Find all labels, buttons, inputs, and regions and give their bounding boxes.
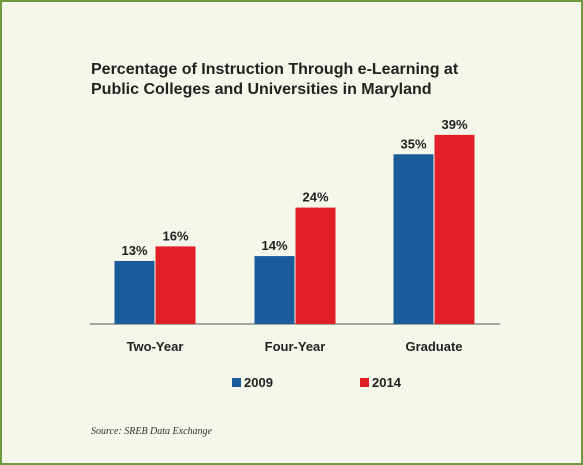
legend-label-2009: 2009 — [244, 375, 273, 390]
bar-graduate-2009 — [393, 154, 434, 324]
chart-title-line-1: Percentage of Instruction Through e-Lear… — [91, 61, 459, 78]
legend-label-2014: 2014 — [372, 375, 401, 390]
data-label-graduate-2014: 39% — [441, 117, 467, 132]
legend-item-2014: 2014 — [360, 375, 401, 390]
bar-four-year-2014 — [295, 207, 336, 324]
chart-title: Percentage of Instruction Through e-Lear… — [91, 60, 551, 100]
data-label-four-year-2009: 14% — [261, 238, 287, 253]
legend-swatch-2014 — [360, 378, 369, 387]
data-label-four-year-2014: 24% — [302, 190, 328, 205]
legend-item-2009: 2009 — [232, 375, 273, 390]
bar-graduate-2014 — [434, 134, 475, 324]
data-label-graduate-2009: 35% — [400, 136, 426, 151]
data-label-two-year-2009: 13% — [121, 243, 147, 258]
source-note: Source: SREB Data Exchange — [91, 426, 212, 437]
x-tick-label-two-year: Two-Year — [127, 339, 184, 354]
bar-two-year-2014 — [155, 246, 196, 324]
bar-two-year-2009 — [114, 260, 155, 324]
legend-swatch-2009 — [232, 378, 241, 387]
x-tick-label-four-year: Four-Year — [265, 339, 326, 354]
x-tick-label-graduate: Graduate — [405, 339, 462, 354]
chart-legend: 2009 2014 — [2, 375, 583, 395]
data-label-two-year-2014: 16% — [162, 228, 188, 243]
chart-title-line-2: Public Colleges and Universities in Mary… — [91, 81, 432, 98]
bar-four-year-2009 — [254, 256, 295, 324]
